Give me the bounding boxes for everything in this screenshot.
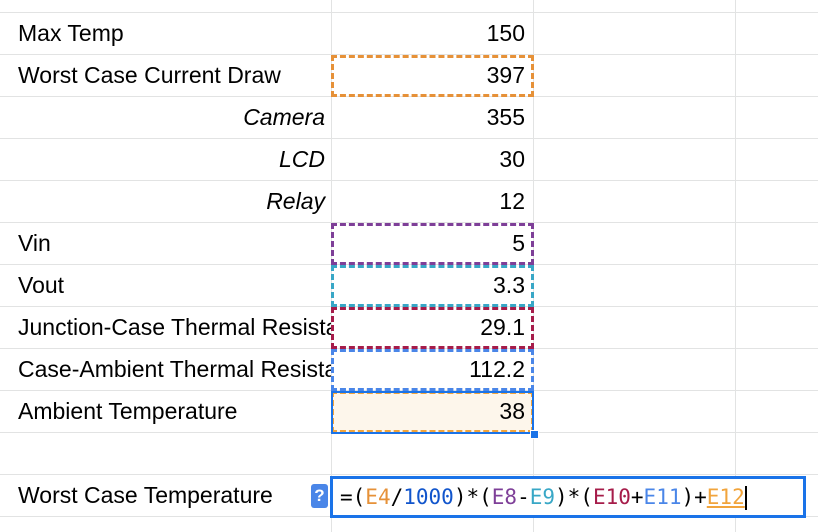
cell-label-worst-case-current-draw[interactable]: Worst Case Current Draw: [18, 62, 281, 88]
formula-token-ref-e4: E4: [365, 485, 391, 509]
row-divider: [0, 12, 818, 13]
cell-value-relay[interactable]: 12: [499, 188, 525, 214]
cell-label-relay[interactable]: Relay: [266, 188, 325, 214]
formula-token: )+: [681, 485, 707, 509]
row-divider: [0, 54, 818, 55]
cell-value-vin[interactable]: 5: [512, 230, 525, 256]
cell-label-junction-case-thermal-resistance[interactable]: Junction-Case Thermal Resistance: [18, 314, 331, 340]
cell-label-worst-case-temperature[interactable]: Worst Case Temperature: [18, 482, 273, 508]
cell-label-case-ambient-thermal-resistance[interactable]: Case-Ambient Thermal Resistance: [18, 356, 331, 382]
formula-token-ref-e10: E10: [592, 485, 631, 509]
cell-value-camera[interactable]: 355: [486, 104, 525, 130]
row-divider: [0, 222, 818, 223]
cell-label-camera[interactable]: Camera: [243, 104, 325, 130]
column-divider: [735, 0, 736, 532]
formula-token: /: [390, 485, 404, 509]
cell-label-vin[interactable]: Vin: [18, 230, 51, 256]
cell-label-ambient-temperature[interactable]: Ambient Temperature: [18, 398, 238, 424]
fill-handle[interactable]: [530, 430, 539, 439]
cell-label-max-temp[interactable]: Max Temp: [18, 20, 124, 46]
formula-token: +: [630, 485, 644, 509]
cell-value-worst-case-current-draw[interactable]: 397: [486, 62, 525, 88]
formula-cell-editor[interactable]: =(E4/1000)*(E8-E9)*(E10+E11)+E12: [330, 476, 806, 518]
row-divider: [0, 138, 818, 139]
active-cell-fill: [332, 392, 533, 433]
row-divider: [0, 474, 818, 475]
formula-token-ref-e12: E12: [706, 485, 745, 509]
active-cell-selection[interactable]: [331, 391, 534, 434]
formula-help-icon[interactable]: ?: [311, 484, 328, 508]
cell-value-vout[interactable]: 3.3: [493, 272, 525, 298]
formula-token: =(: [340, 485, 366, 509]
cell-value-max-temp[interactable]: 150: [486, 20, 525, 46]
row-divider: [0, 180, 818, 181]
formula-token-number: 1000: [403, 485, 454, 509]
cell-value-junction-case-thermal-resistance[interactable]: 29.1: [480, 314, 525, 340]
cell-value-case-ambient-thermal-resistance[interactable]: 112.2: [469, 356, 525, 382]
formula-token-ref-e8: E8: [491, 485, 518, 509]
formula-token: -: [517, 485, 530, 509]
cell-label-vout[interactable]: Vout: [18, 272, 65, 298]
text-caret: [744, 486, 747, 510]
formula-token: )*(: [453, 485, 492, 509]
cell-value-lcd[interactable]: 30: [499, 146, 525, 172]
formula-token: )*(: [555, 485, 593, 509]
formula-token-ref-e9: E9: [529, 485, 556, 509]
formula-token-ref-e11: E11: [643, 485, 682, 509]
cell-label-lcd[interactable]: LCD: [278, 146, 325, 172]
cell-value-ambient-temperature[interactable]: 38: [499, 398, 525, 424]
column-divider: [533, 0, 534, 532]
